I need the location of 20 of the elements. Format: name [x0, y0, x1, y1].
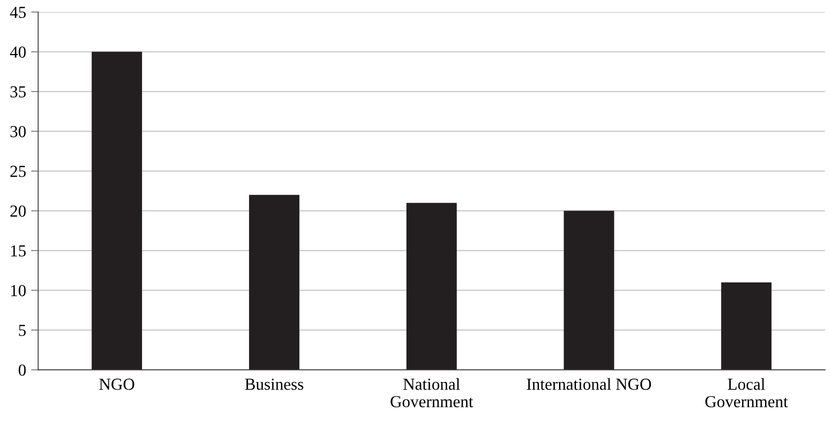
x-tick-label: NGO	[99, 378, 134, 390]
x-tick-label: Business	[245, 378, 304, 390]
x-tick-label: International NGO	[526, 378, 651, 390]
bar	[406, 202, 457, 370]
x-tick-label: Local Government	[705, 378, 788, 408]
y-tick-label: 30	[10, 126, 26, 138]
y-tick-label: 20	[10, 205, 26, 217]
x-tick-label: National Government	[390, 378, 474, 408]
y-tick-label: 5	[19, 324, 26, 336]
bar	[92, 52, 142, 370]
y-tick-label: 15	[11, 245, 26, 256]
bar	[564, 210, 614, 370]
y-tick-label: 25	[10, 166, 26, 177]
y-tick-label: 40	[10, 46, 26, 58]
y-tick-label: 0	[18, 364, 26, 376]
y-tick-label: 10	[11, 284, 26, 296]
y-tick-label: 35	[10, 86, 26, 98]
bar	[721, 282, 772, 370]
bar	[249, 194, 300, 370]
y-tick-label: 45	[10, 6, 26, 18]
